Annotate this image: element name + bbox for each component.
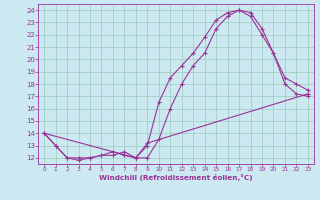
X-axis label: Windchill (Refroidissement éolien,°C): Windchill (Refroidissement éolien,°C) [99,174,253,181]
